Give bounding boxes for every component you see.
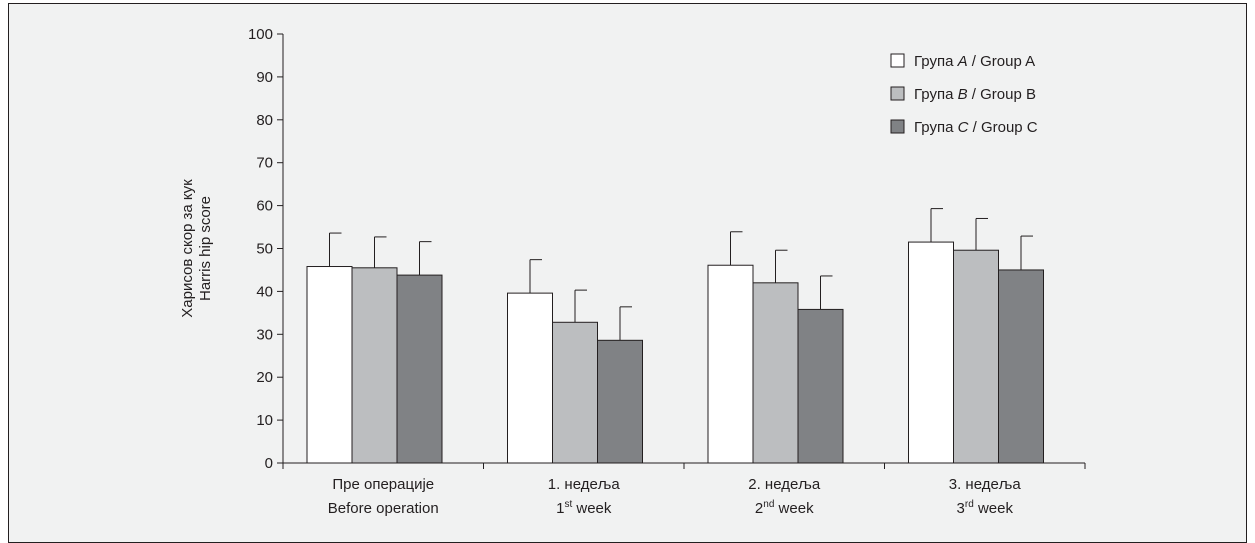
- y-tick-label-80: 80: [256, 112, 273, 129]
- legend-label-B: Група B / Group B: [914, 86, 1036, 103]
- y-tick-label-100: 100: [248, 26, 273, 43]
- bar-chart: 0 10 20 30 40 50 60 70 80 90 100 Харисов скор за ку…: [179, 26, 1086, 517]
- y-tick-label-0: 0: [265, 455, 273, 472]
- y-tick-label-90: 90: [256, 69, 273, 86]
- x-category-label-line2-3: 3rd week: [957, 499, 1014, 517]
- bar-B-0: [351, 267, 398, 464]
- x-category-label-line1-1: 1. недеља: [548, 476, 621, 493]
- y-tick-label-40: 40: [256, 283, 273, 300]
- y-tick-label-60: 60: [256, 198, 273, 215]
- y-tick-label-30: 30: [256, 326, 273, 343]
- y-tick-label-50: 50: [256, 241, 273, 258]
- y-tick-label-70: 70: [256, 155, 273, 172]
- y-axis-title-line1: Харисов скор за кук: [179, 179, 196, 318]
- legend-label-A: Група A / Group A: [914, 53, 1035, 70]
- y-axis-title-line2: Harris hip score: [197, 196, 214, 301]
- bar-C-1: [597, 339, 643, 464]
- bar-A-1: [507, 292, 553, 464]
- bar-A-0: [306, 266, 353, 464]
- legend-swatch-A: [890, 53, 905, 68]
- legend-swatch-C: [890, 119, 905, 134]
- y-tick-label-20: 20: [256, 369, 273, 386]
- bar-B-1: [552, 321, 598, 464]
- x-category-label-line2-1: 1st week: [556, 499, 612, 517]
- bar-C-3: [998, 269, 1044, 464]
- y-tick-label-10: 10: [256, 412, 273, 429]
- bar-B-2: [752, 282, 799, 464]
- bar-C-2: [797, 308, 844, 464]
- x-category-label-line1-2: 2. недеља: [748, 476, 821, 493]
- x-category-label-line2-0: Before operation: [328, 500, 439, 517]
- bar-C-0: [396, 274, 443, 464]
- bar-A-2: [707, 264, 754, 464]
- x-category-label-line1-0: Пре операције: [332, 476, 434, 493]
- legend-label-C: Група C / Group C: [914, 119, 1038, 136]
- x-category-label-line1-3: 3. недеља: [949, 476, 1022, 493]
- bar-B-3: [953, 249, 999, 464]
- bar-A-3: [908, 241, 954, 464]
- x-category-label-line2-2: 2nd week: [755, 499, 814, 517]
- legend-swatch-B: [890, 86, 905, 101]
